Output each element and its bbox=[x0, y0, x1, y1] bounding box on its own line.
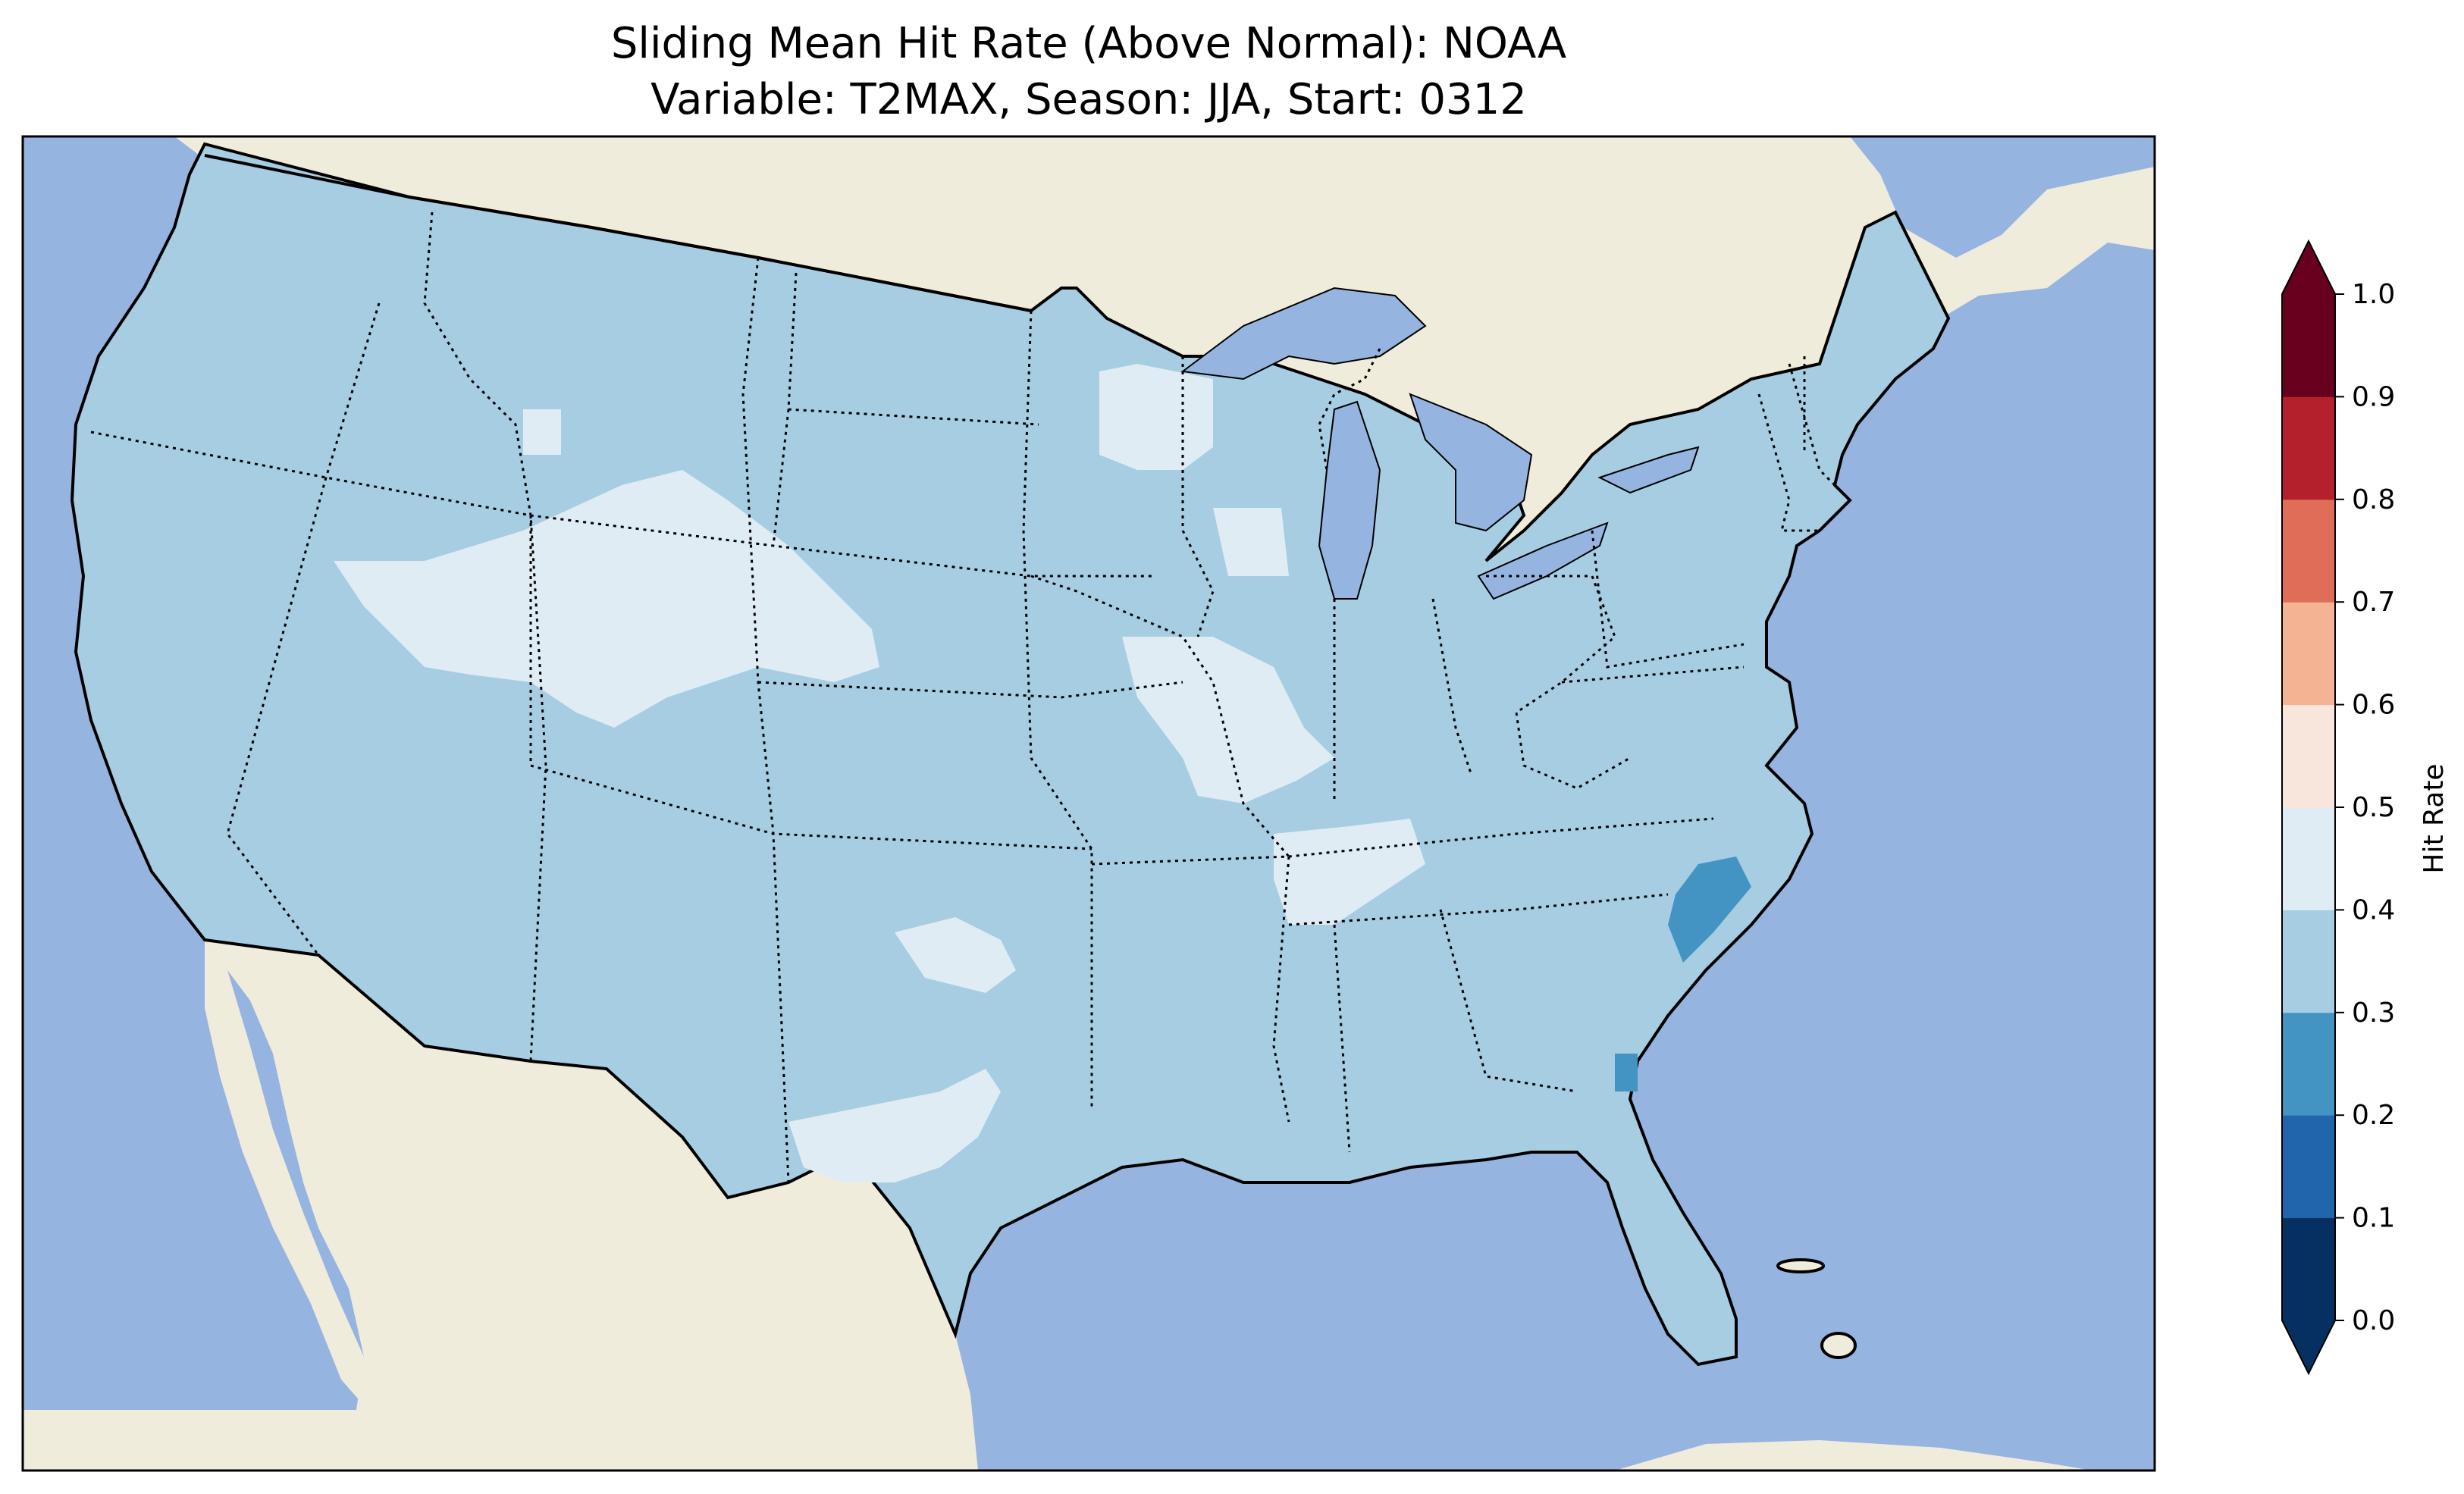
map-title: Sliding Mean Hit Rate (Above Normal): NO… bbox=[611, 19, 1566, 68]
colorbar-bin bbox=[2282, 807, 2335, 910]
colorbar-bin bbox=[2282, 396, 2335, 500]
colorbar-tick-label: 0.3 bbox=[2352, 998, 2395, 1029]
cuba-land bbox=[1615, 1440, 2093, 1471]
colorbar-label: Hit Rate bbox=[2419, 763, 2450, 873]
bahamas-island bbox=[1776, 1258, 1825, 1273]
colorbar-tick-label: 0.6 bbox=[2352, 690, 2395, 721]
colorbar-tick-label: 1.0 bbox=[2352, 279, 2395, 310]
map-panel bbox=[21, 135, 2156, 1472]
bahamas-island bbox=[1820, 1332, 1857, 1359]
colorbar-tick-label: 0.9 bbox=[2352, 381, 2395, 412]
colorbar-bin bbox=[2282, 602, 2335, 706]
colorbar-extend-max bbox=[2282, 241, 2335, 294]
great-lakes bbox=[1180, 287, 1700, 600]
colorbar-bin bbox=[2282, 499, 2335, 603]
colorbar-tick-label: 0.1 bbox=[2352, 1203, 2395, 1234]
baja-land bbox=[205, 940, 425, 1440]
colorbar-bin bbox=[2282, 1217, 2335, 1321]
map-subtitle: Variable: T2MAX, Season: JJA, Start: 031… bbox=[650, 75, 1527, 124]
lake-superior bbox=[1180, 287, 1427, 381]
colorbar-tick-label: 0.5 bbox=[2352, 792, 2395, 823]
colorbar-bin bbox=[2282, 704, 2335, 808]
colorbar-tick-label: 0.4 bbox=[2352, 894, 2395, 926]
colorbar-bin bbox=[2282, 910, 2335, 1013]
colorbar-bin bbox=[2282, 294, 2335, 397]
lake-erie bbox=[1477, 521, 1609, 600]
colorbar-tick-label: 0.2 bbox=[2352, 1100, 2395, 1131]
lake-ontario bbox=[1597, 446, 1700, 494]
mexico-land bbox=[23, 940, 978, 1471]
map-frame bbox=[21, 135, 2156, 1472]
colorbar-extend-min bbox=[2282, 1320, 2335, 1373]
colorbar-tick-label: 0.7 bbox=[2352, 587, 2395, 618]
colorbar: 0.0 0.1 0.2 0.3 0.4 0.5 0.6 0.7 0.8 0.9 1.0 bbox=[2281, 239, 2395, 1376]
state-borders bbox=[90, 211, 1836, 1183]
hit-rate-patches-light bbox=[334, 364, 1425, 1182]
colorbar-bin bbox=[2282, 1012, 2335, 1116]
lake-huron bbox=[1409, 393, 1533, 532]
canada-border bbox=[204, 154, 1032, 312]
colorbar-bin bbox=[2282, 1115, 2335, 1219]
colorbar-tick-label: 0.0 bbox=[2352, 1305, 2395, 1336]
canada-land bbox=[174, 136, 2155, 599]
hit-rate-patches-dark bbox=[1615, 857, 1751, 1092]
colorbar-tick-label: 0.8 bbox=[2352, 484, 2395, 515]
lake-michigan bbox=[1318, 400, 1381, 600]
